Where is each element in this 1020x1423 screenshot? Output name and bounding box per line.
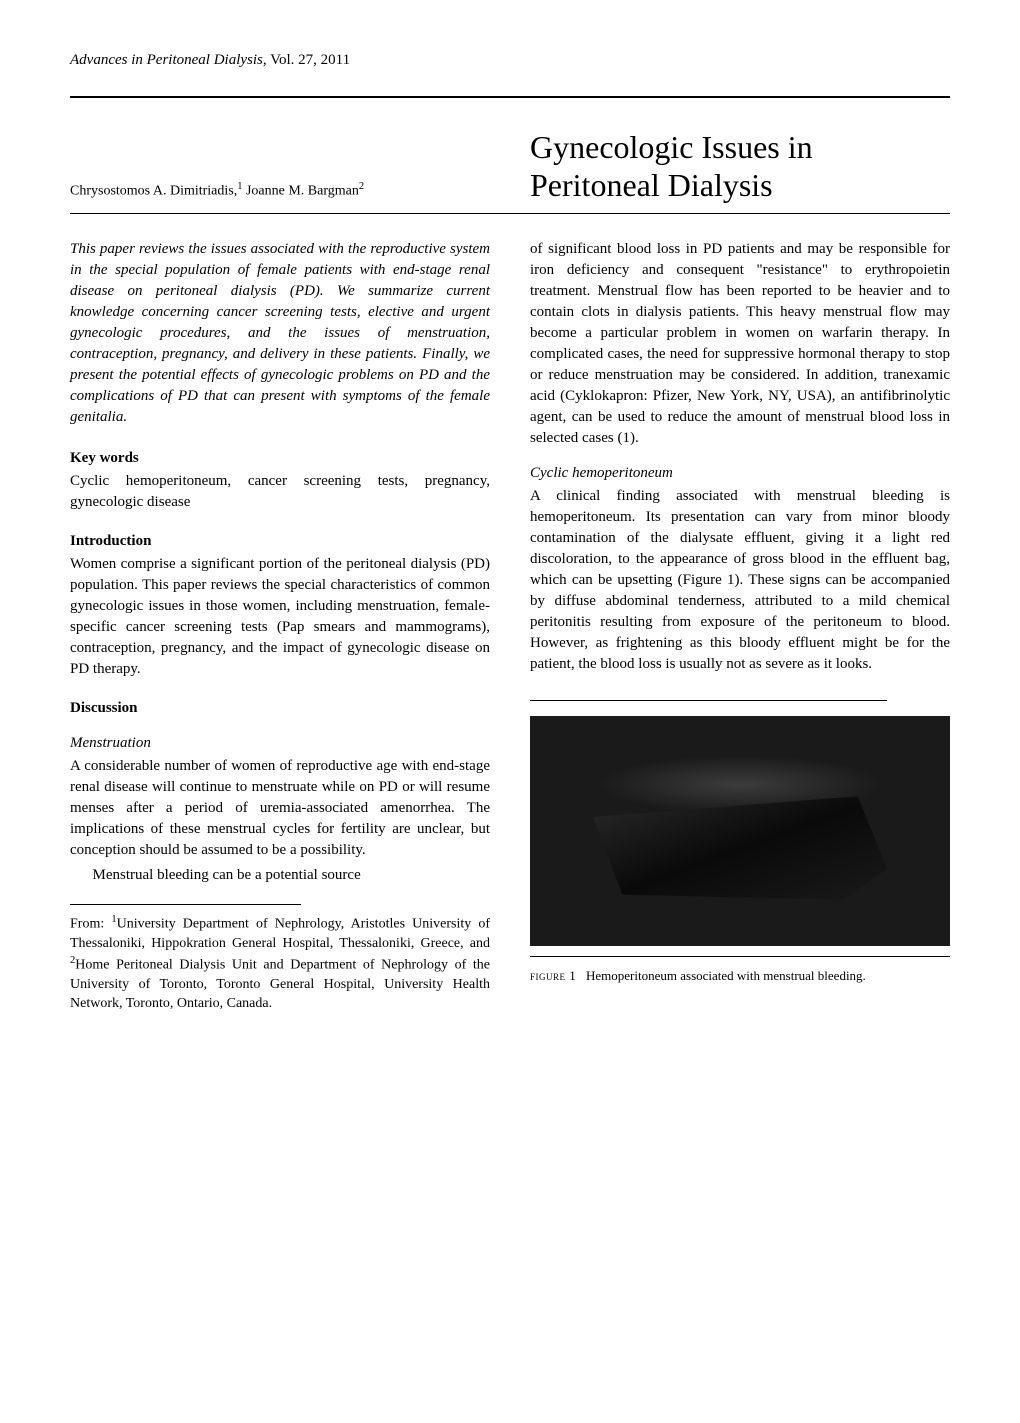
author-2-affil: 2	[359, 181, 364, 192]
figure-1: figure 1 Hemoperitoneum associated with …	[530, 700, 950, 985]
abstract: This paper reviews the issues associated…	[70, 239, 490, 428]
cyclic-heading: Cyclic hemoperitoneum	[530, 463, 950, 484]
keywords-text: Cyclic hemoperitoneum, cancer screening …	[70, 471, 490, 513]
affiliation-prefix: From:	[70, 916, 111, 931]
affiliation-text2: Home Peritoneal Dialysis Unit and Depart…	[70, 957, 490, 1011]
content-columns: This paper reviews the issues associated…	[70, 239, 950, 1014]
menstruation-p2: Menstrual bleeding can be a potential so…	[70, 865, 490, 886]
introduction-heading: Introduction	[70, 531, 490, 552]
affiliation: From: 1University Department of Nephrolo…	[70, 913, 490, 1014]
figure-1-image	[530, 716, 950, 946]
figure-1-caption-text: Hemoperitoneum associated with menstrual…	[586, 968, 866, 983]
col2-p1: of significant blood loss in PD patients…	[530, 239, 950, 449]
figure-rule-bottom	[530, 956, 950, 957]
menstruation-heading: Menstruation	[70, 733, 490, 754]
header-rule	[70, 96, 950, 98]
title-rule	[70, 213, 950, 214]
author-2: Joanne M. Bargman	[242, 183, 358, 198]
figure-rule-top	[530, 700, 887, 701]
figure-1-label: figure 1	[530, 968, 576, 983]
menstruation-p1: A considerable number of women of reprod…	[70, 756, 490, 861]
introduction-text: Women comprise a significant portion of …	[70, 554, 490, 680]
column-left: This paper reviews the issues associated…	[70, 239, 490, 1014]
journal-name: Advances in Peritoneal Dialysis	[70, 52, 263, 68]
journal-volume: , Vol. 27, 2011	[263, 52, 350, 68]
figure-1-caption: figure 1 Hemoperitoneum associated with …	[530, 967, 950, 985]
authors: Chrysostomos A. Dimitriadis,1 Joanne M. …	[70, 180, 490, 201]
title-author-block: Chrysostomos A. Dimitriadis,1 Joanne M. …	[70, 128, 950, 205]
affiliation-text1: University Department of Nephrology, Ari…	[70, 916, 490, 951]
author-1: Chrysostomos A. Dimitriadis,	[70, 183, 237, 198]
keywords-heading: Key words	[70, 448, 490, 469]
journal-header: Advances in Peritoneal Dialysis, Vol. 27…	[70, 50, 950, 71]
column-right: of significant blood loss in PD patients…	[530, 239, 950, 1014]
discussion-heading: Discussion	[70, 698, 490, 719]
title-block: Gynecologic Issues in Peritoneal Dialysi…	[530, 128, 950, 205]
article-title: Gynecologic Issues in Peritoneal Dialysi…	[530, 128, 950, 205]
cyclic-p1: A clinical finding associated with menst…	[530, 486, 950, 675]
authors-block: Chrysostomos A. Dimitriadis,1 Joanne M. …	[70, 128, 490, 205]
affiliation-rule	[70, 904, 301, 905]
